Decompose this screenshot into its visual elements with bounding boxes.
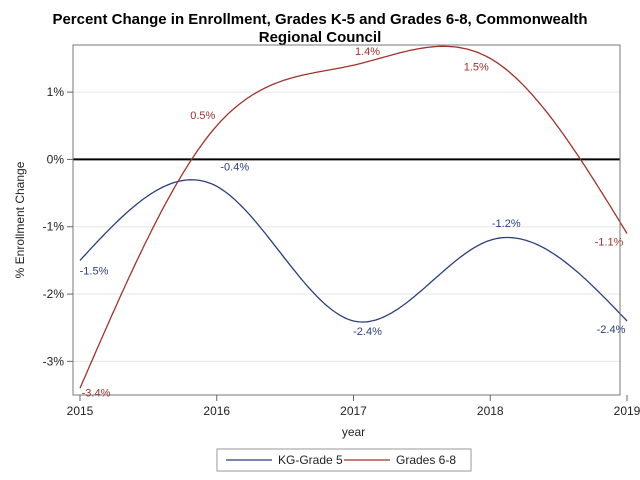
data-label: -3.4% [82,387,111,399]
data-label: -1.5% [80,265,109,277]
legend-label: KG-Grade 5 [278,453,343,467]
series-line-grades-6-8 [79,45,628,389]
x-tick-label: 2019 [614,404,640,418]
x-axis-label: year [342,425,365,439]
x-tick-label: 2015 [67,404,94,418]
y-tick-label: -2% [43,287,65,301]
x-tick-label: 2018 [477,404,504,418]
y-tick-label: 1% [47,85,65,99]
series-layer [79,45,628,389]
data-label: -1.1% [595,236,624,248]
data-label: -2.4% [597,324,626,336]
grid-layer [73,91,620,362]
series-line-kg-grade-5 [79,179,628,323]
data-label-layer: -1.5% -0.4% -2.4% -1.2% -2.4% -3.4% 0.5% 1.4% 1.… [80,46,626,399]
y-axis-label: % Enrollment Change [13,161,27,278]
chart-title: Percent Change in Enrollment, Grades K-5… [52,11,588,46]
data-label: -2.4% [353,326,382,338]
y-tick-label: -3% [43,354,65,368]
data-label: 1.4% [355,46,380,58]
x-tick-label: 2016 [203,404,230,418]
data-label: 0.5% [190,110,215,122]
y-tick-label: 0% [47,152,65,166]
plot-frame [72,44,621,396]
data-label: 1.5% [464,61,489,73]
x-axis-ticks: 2015 2016 2017 2018 2019 [67,395,640,418]
y-tick-label: -1% [43,220,65,234]
y-axis-ticks: -3% -2% -1% 0% 1% [43,85,73,368]
data-label: -0.4% [220,161,249,173]
legend-items: KG-Grade 5 Grades 6-8 [226,453,456,467]
data-label: -1.2% [492,218,521,230]
legend-label: Grades 6-8 [396,453,456,467]
x-tick-label: 2017 [340,404,367,418]
